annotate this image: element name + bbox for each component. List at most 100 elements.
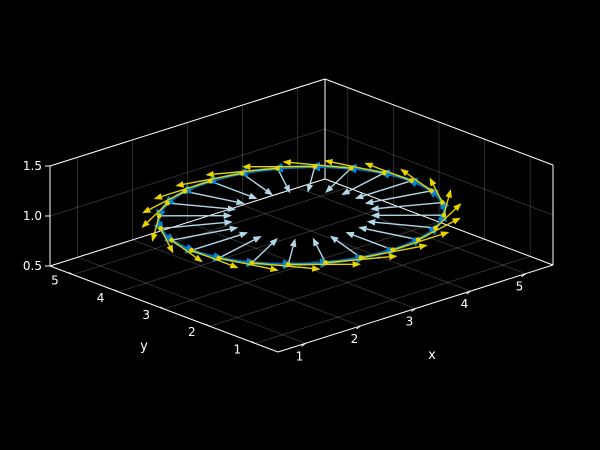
y-tick-mark: [68, 272, 74, 276]
x-tick-label: 3: [406, 315, 414, 329]
normal-arrow: [366, 218, 436, 229]
tangent-base-point: [182, 188, 188, 194]
y-tick-label: 5: [51, 274, 59, 288]
tangent-arrow: [160, 228, 174, 254]
tangent-base-point: [439, 200, 445, 205]
normal-arrow: [241, 172, 274, 196]
normal-arrow: [354, 180, 412, 200]
tangent-base-point: [158, 226, 164, 231]
tangent-base-point: [348, 165, 354, 171]
tangent-base-point: [312, 164, 318, 169]
x-tick-mark: [411, 308, 416, 312]
tangent-base-point: [239, 170, 245, 176]
tangent-base-point: [249, 260, 255, 266]
x-tick-mark: [521, 273, 526, 278]
grid-wall-yz: [324, 128, 554, 216]
tangent-arrow: [141, 202, 169, 228]
y-tick-label: 3: [142, 308, 150, 322]
axes-box: [49, 78, 554, 353]
tangent-base-point: [165, 200, 170, 206]
tangent-arrow: [400, 168, 432, 192]
normal-arrow: [171, 225, 239, 241]
normal-arrow: [364, 190, 432, 206]
normal-arrow: [370, 201, 443, 212]
tangent-base-point: [156, 213, 162, 219]
tick-labels: 1 2 3 4 5 1 2 3 4 5 0.5 1.0 1.5: [23, 159, 526, 363]
tangent-arrow: [151, 215, 160, 242]
normal-arrow: [191, 231, 249, 251]
y-tick-mark: [114, 289, 119, 293]
x-tick-label: 4: [461, 297, 469, 311]
normal-arrow: [184, 190, 245, 206]
normal-arrow: [341, 172, 385, 196]
x-tick-mark: [356, 325, 361, 330]
tangent-base-point: [216, 255, 222, 261]
tangent-arrow: [443, 189, 452, 216]
x-tick-label: 2: [351, 332, 359, 346]
y-tick-label: 4: [97, 291, 105, 305]
tangent-arrow: [364, 162, 412, 182]
grid-floor-x: [132, 239, 361, 327]
tangent-arrow: [429, 177, 443, 203]
tangent-base-point: [275, 165, 280, 171]
tangent-arrow: [251, 262, 321, 272]
tangent-base-point: [428, 188, 434, 194]
y-tick-mark: [250, 340, 256, 344]
tangent-base-point: [189, 247, 194, 253]
grid-floor-y: [209, 238, 485, 327]
tangent-base-point: [169, 237, 175, 243]
grid-floor-y: [72, 187, 348, 275]
grid-floor-x: [77, 256, 306, 344]
normal-arrow: [312, 237, 327, 264]
tangent-arrow: [142, 190, 186, 214]
tangent-base-point: [415, 237, 421, 243]
tangent-base-point: [285, 262, 291, 267]
normal-arrow: [306, 166, 316, 193]
normal-arrow: [210, 180, 258, 200]
x-tick-label: 1: [296, 349, 304, 363]
tangent-arrow: [392, 231, 450, 251]
x-tick-mark: [466, 290, 471, 295]
z-tick-label: 1.0: [23, 209, 42, 223]
normal-vectors: [157, 164, 446, 267]
normal-arrow: [345, 231, 393, 251]
z-tick-label: 1.5: [23, 159, 42, 173]
z-tick-label: 0.5: [23, 259, 42, 273]
grid-lines: [49, 78, 554, 344]
grid-wall-xz: [49, 128, 326, 217]
y-tick-mark: [159, 306, 165, 310]
normal-arrow: [358, 225, 419, 241]
normal-arrow: [251, 238, 278, 264]
y-tick-label: 2: [188, 325, 196, 339]
grid-floor-x: [242, 204, 471, 292]
y-axis-label: y: [140, 339, 148, 354]
tangent-arrow: [218, 257, 279, 273]
tangent-arrow: [191, 249, 239, 269]
tangent-arrow: [324, 158, 385, 174]
tangent-base-point: [358, 255, 364, 261]
x-tick-label: 5: [516, 280, 524, 294]
grid-floor-y: [255, 256, 531, 344]
normal-arrow: [218, 235, 262, 259]
tangent-base-point: [381, 170, 387, 176]
grid-floor-x: [297, 187, 526, 275]
tangent-arrow: [171, 239, 203, 263]
grid-floor-y: [118, 204, 394, 293]
tangent-arrow: [417, 217, 461, 241]
tangent-base-point: [433, 225, 438, 231]
box-edge: [324, 78, 554, 166]
tangent-base-point: [390, 247, 396, 253]
tangent-vectors: [141, 158, 462, 273]
y-tick-mark: [205, 323, 210, 327]
normal-arrow: [167, 202, 237, 213]
tangent-base-point: [441, 212, 447, 218]
x-tick-mark: [301, 342, 306, 347]
tangent-base-point: [323, 260, 328, 266]
y-tick-label: 1: [234, 342, 242, 356]
tangent-arrow: [153, 180, 211, 200]
tangent-base-point: [207, 178, 213, 184]
normal-arrow: [160, 219, 233, 230]
normal-arrow: [287, 238, 297, 265]
tangent-arrow: [282, 159, 352, 169]
